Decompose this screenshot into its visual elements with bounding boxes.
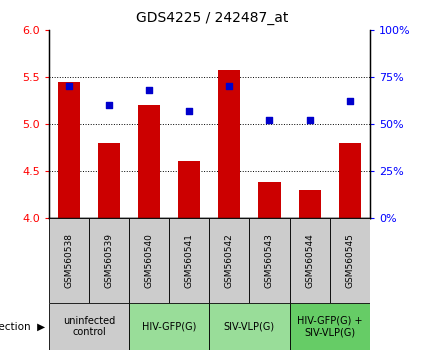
- Bar: [89, 218, 129, 303]
- Bar: [98, 143, 120, 218]
- Point: [65, 84, 72, 89]
- Text: SIV-VLP(G): SIV-VLP(G): [224, 321, 275, 332]
- Bar: [298, 190, 320, 218]
- Text: GDS4225 / 242487_at: GDS4225 / 242487_at: [136, 11, 289, 25]
- Text: GSM560545: GSM560545: [345, 233, 354, 288]
- Point: [226, 84, 233, 89]
- Bar: [178, 161, 200, 218]
- Point: [186, 108, 193, 114]
- Text: GSM560544: GSM560544: [305, 233, 314, 287]
- Text: HIV-GFP(G) +
SIV-VLP(G): HIV-GFP(G) + SIV-VLP(G): [297, 316, 363, 337]
- Bar: [258, 182, 280, 218]
- Text: GSM560540: GSM560540: [144, 233, 154, 288]
- Bar: [289, 218, 330, 303]
- Bar: [129, 303, 209, 350]
- Text: GSM560541: GSM560541: [185, 233, 194, 288]
- Bar: [49, 303, 129, 350]
- Text: infection  ▶: infection ▶: [0, 321, 45, 332]
- Text: GSM560542: GSM560542: [225, 233, 234, 287]
- Bar: [129, 218, 169, 303]
- Text: uninfected
control: uninfected control: [63, 316, 115, 337]
- Bar: [218, 70, 241, 218]
- Bar: [58, 82, 80, 218]
- Point: [106, 102, 113, 108]
- Text: GSM560539: GSM560539: [105, 233, 113, 288]
- Bar: [249, 218, 289, 303]
- Bar: [339, 143, 361, 218]
- Bar: [330, 218, 370, 303]
- Text: GSM560543: GSM560543: [265, 233, 274, 288]
- Point: [346, 98, 353, 104]
- Bar: [209, 303, 289, 350]
- Point: [146, 87, 153, 93]
- Point: [306, 117, 313, 123]
- Bar: [138, 105, 160, 218]
- Text: HIV-GFP(G): HIV-GFP(G): [142, 321, 196, 332]
- Point: [266, 117, 273, 123]
- Bar: [49, 218, 89, 303]
- Bar: [169, 218, 209, 303]
- Text: GSM560538: GSM560538: [65, 233, 74, 288]
- Bar: [289, 303, 370, 350]
- Bar: [209, 218, 249, 303]
